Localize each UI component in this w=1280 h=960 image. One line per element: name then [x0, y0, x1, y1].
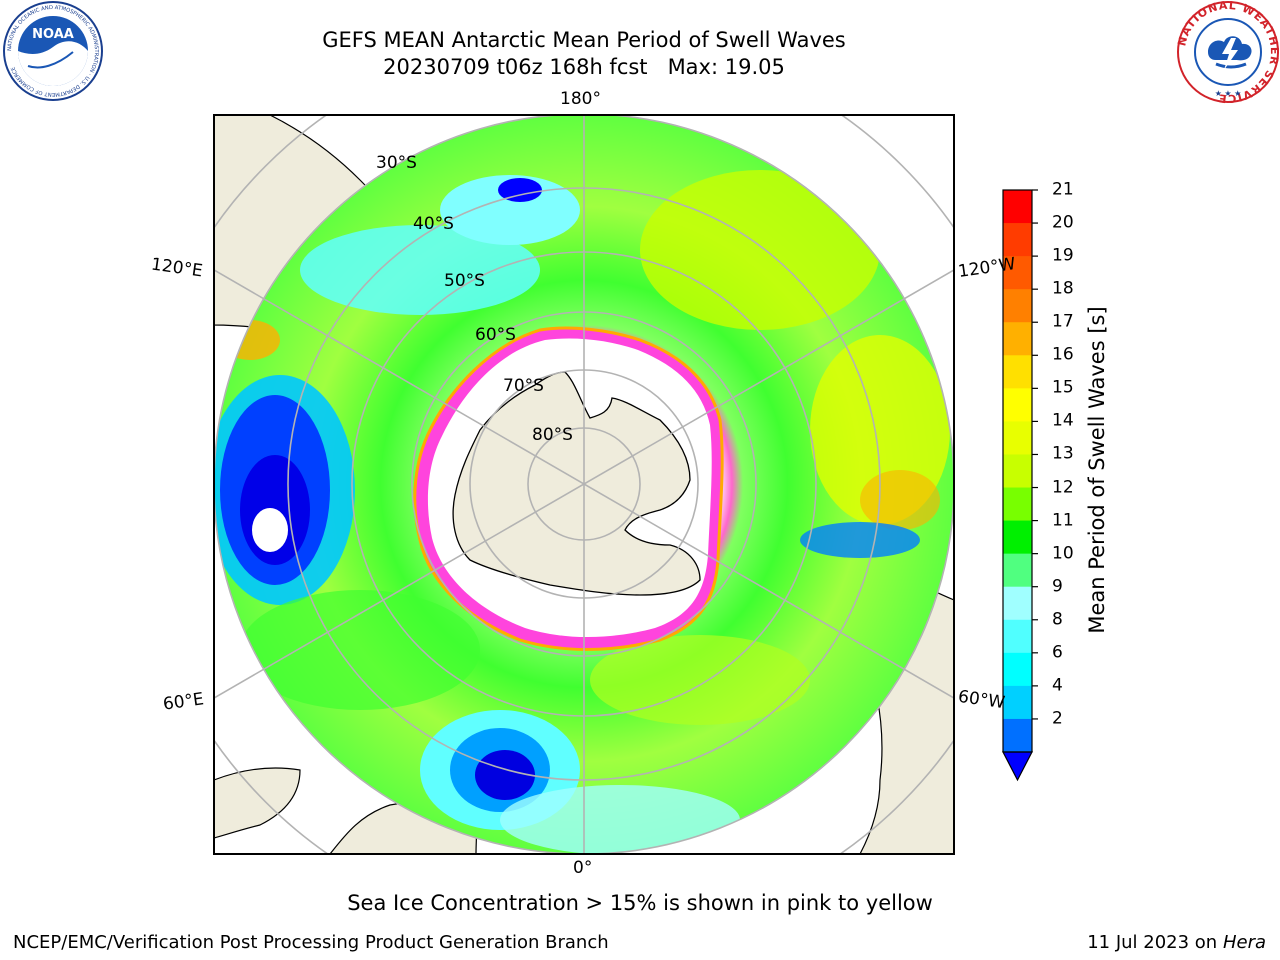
- lon-label-0: 0°: [573, 858, 593, 878]
- lat-label-30s: 30°S: [376, 153, 417, 173]
- colorbar-tick-label: 12: [1052, 477, 1074, 498]
- colorbar-swatch: [1003, 619, 1032, 654]
- colorbar-swatch: [1003, 256, 1032, 290]
- generation-date: 11 Jul 2023 on: [1087, 932, 1223, 953]
- colorbar-swatch: [1003, 421, 1032, 455]
- colorbar-swatch: [1003, 487, 1032, 522]
- colorbar-swatch: [1003, 520, 1032, 555]
- chart-title: GEFS MEAN Antarctic Mean Period of Swell…: [322, 28, 846, 52]
- colorbar-frame: [1002, 189, 1033, 753]
- colorbar-tick-label: 10: [1052, 543, 1074, 564]
- noaa-logo-text: NOAA: [32, 27, 74, 42]
- lat-label-40s: 40°S: [413, 214, 454, 234]
- svg-text:★ ★ ★: ★ ★ ★: [1215, 89, 1242, 98]
- colorbar-swatch: [1003, 718, 1032, 753]
- colorbar-tick-label: 9: [1052, 576, 1063, 597]
- lat-label-70s: 70°S: [503, 376, 544, 396]
- colorbar-swatch: [1003, 388, 1032, 422]
- meridian-60e-120w: [214, 269, 954, 699]
- colorbar: [1002, 189, 1038, 782]
- colorbar-swatch: [1003, 454, 1032, 489]
- lat-label-80s: 80°S: [532, 425, 573, 445]
- noaa-logo-icon: NATIONAL OCEANIC AND ATMOSPHERIC ADMINIS…: [2, 0, 104, 106]
- colorbar-swatch: [1003, 652, 1032, 687]
- colorbar-tick-label: 19: [1052, 245, 1074, 266]
- colorbar-swatch: [1003, 355, 1032, 389]
- africa-land: [214, 767, 301, 839]
- colorbar-tick-label: 2: [1052, 708, 1063, 729]
- colorbar-tick-label: 16: [1052, 344, 1074, 365]
- colorbar-tick-label: 13: [1052, 443, 1074, 464]
- colorbar-tick-label: 11: [1052, 510, 1074, 531]
- colorbar-tick-label: 4: [1052, 675, 1063, 696]
- colorbar-swatch: [1003, 190, 1032, 224]
- nws-logo-icon: NATIONAL WEATHER SERVICE ★ ★ ★: [1175, 0, 1280, 108]
- colorbar-swatch: [1003, 553, 1032, 588]
- producer-credit: NCEP/EMC/Verification Post Processing Pr…: [13, 932, 609, 953]
- colorbar-swatch: [1003, 586, 1032, 621]
- lat-label-50s: 50°S: [444, 271, 485, 291]
- colorbar-tick-label: 20: [1052, 212, 1074, 233]
- colorbar-swatch: [1003, 322, 1032, 356]
- generation-host: Hera: [1222, 932, 1266, 953]
- colorbar-tick-label: 21: [1052, 179, 1074, 200]
- colorbar-tick-label: 18: [1052, 278, 1074, 299]
- sea-ice-note: Sea Ice Concentration > 15% is shown in …: [347, 891, 933, 915]
- colorbar-tick-label: 14: [1052, 410, 1074, 431]
- colorbar-tick-label: 8: [1052, 609, 1063, 630]
- generation-stamp: 11 Jul 2023 on Hera: [1087, 932, 1266, 953]
- lat-label-60s: 60°S: [475, 325, 516, 345]
- colorbar-extend-arrow: [1002, 751, 1033, 782]
- map-frame: [213, 114, 955, 855]
- colorbar-swatch: [1003, 289, 1032, 323]
- colorbar-swatch: [1003, 685, 1032, 720]
- lon-label-180: 180°: [560, 89, 601, 109]
- colorbar-swatch: [1003, 223, 1032, 257]
- chart-subtitle: 20230709 t06z 168h fcst Max: 19.05: [383, 55, 785, 79]
- antarctica-land: [452, 371, 701, 596]
- graticule: [214, 115, 954, 854]
- colorbar-label: Mean Period of Swell Waves [s]: [1085, 306, 1109, 634]
- colorbar-tick-label: 6: [1052, 642, 1063, 663]
- colorbar-tick-label: 17: [1052, 311, 1074, 332]
- colorbar-tick-label: 15: [1052, 377, 1074, 398]
